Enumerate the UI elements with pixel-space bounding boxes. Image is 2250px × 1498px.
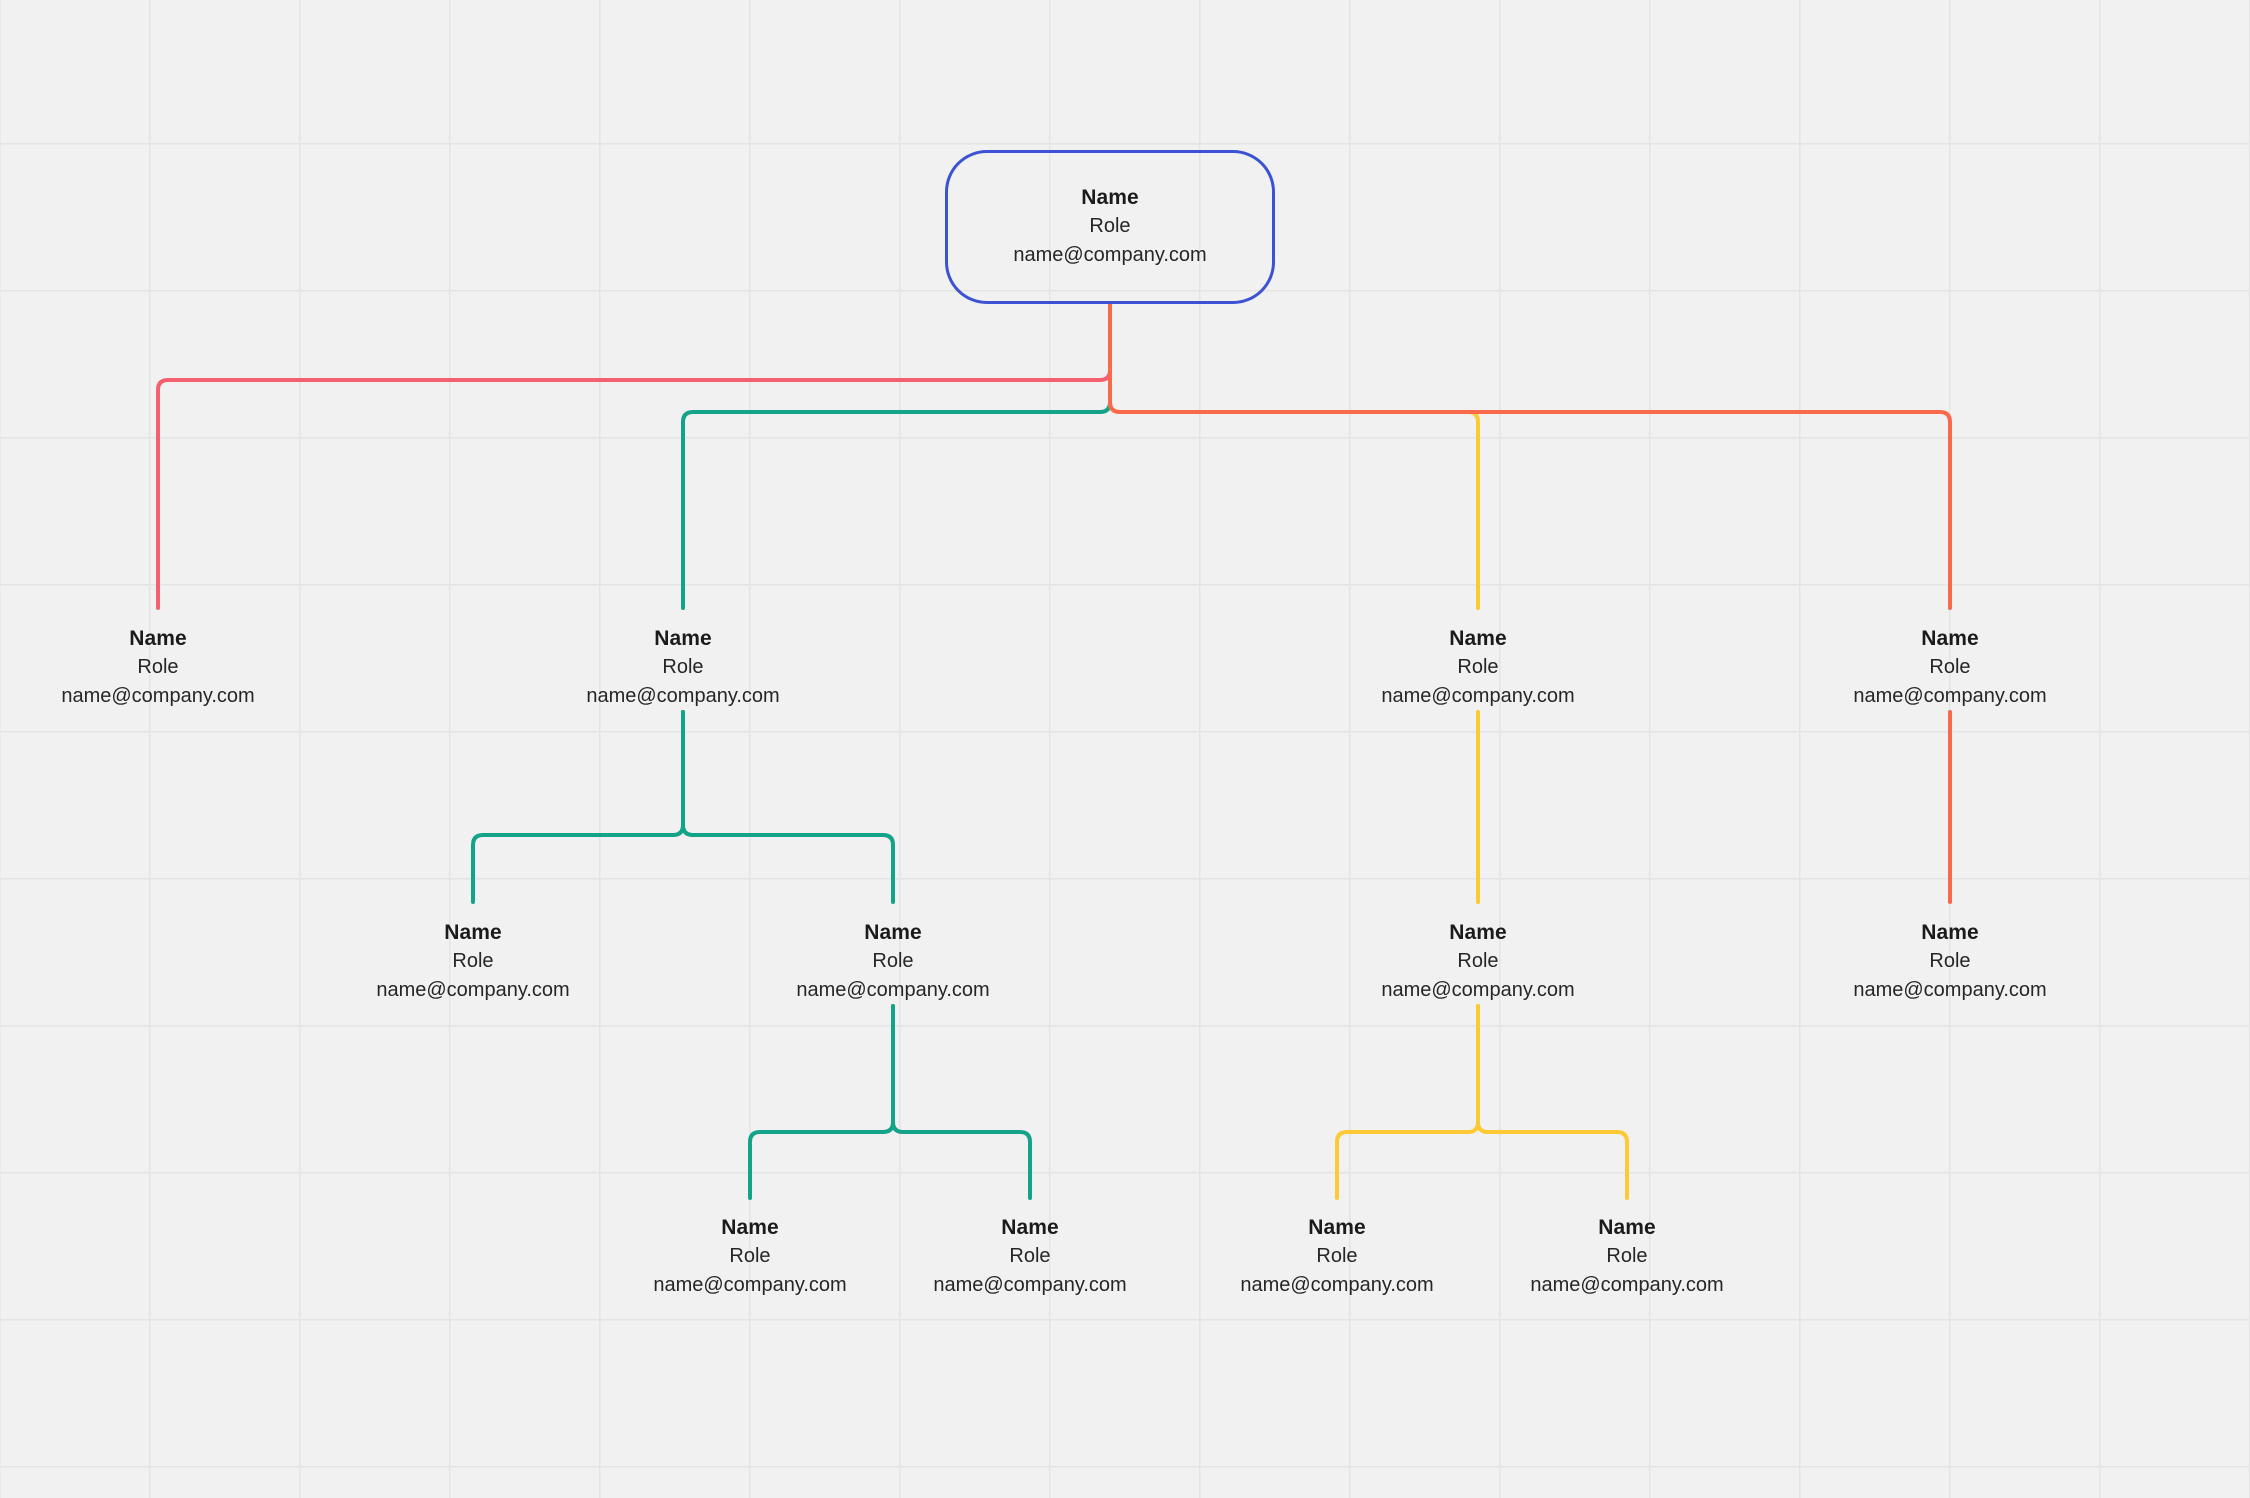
org-node[interactable]: Name Role name@company.com (1381, 628, 1574, 706)
node-name: Name (1598, 1216, 1656, 1239)
org-node[interactable]: Name Role name@company.com (796, 922, 989, 1000)
node-name: Name (654, 627, 712, 650)
node-email: name@company.com (1853, 979, 2047, 1001)
org-node-root[interactable]: Name Role name@company.com (945, 150, 1275, 304)
connector-e-n7-n11 (1335, 1004, 1480, 1200)
node-role: Role (872, 950, 914, 972)
node-role: Role (452, 950, 494, 972)
org-node[interactable]: Name Role name@company.com (653, 1217, 846, 1295)
org-node[interactable]: Name Role name@company.com (1381, 922, 1574, 1000)
connector-e-n2-n6 (681, 710, 895, 904)
node-name: Name (1308, 1216, 1366, 1239)
connector-e-root-teal (681, 303, 1112, 610)
node-name: Name (129, 627, 187, 650)
node-name: Name (1449, 921, 1507, 944)
connector-e-root-orange (1108, 303, 1952, 610)
node-role: Role (1929, 656, 1971, 678)
node-email: name@company.com (376, 979, 570, 1001)
node-email: name@company.com (1240, 1274, 1434, 1296)
node-name: Name (1081, 186, 1139, 209)
node-name: Name (1001, 1216, 1059, 1239)
node-email: name@company.com (61, 685, 255, 707)
node-name: Name (444, 921, 502, 944)
org-node[interactable]: Name Role name@company.com (61, 628, 254, 706)
org-node[interactable]: Name Role name@company.com (1530, 1217, 1723, 1295)
node-role: Role (1089, 215, 1131, 237)
node-role: Role (1316, 1245, 1358, 1267)
node-email: name@company.com (1013, 244, 1207, 266)
node-name: Name (721, 1216, 779, 1239)
org-node[interactable]: Name Role name@company.com (586, 628, 779, 706)
org-node[interactable]: Name Role name@company.com (933, 1217, 1126, 1295)
node-email: name@company.com (933, 1274, 1127, 1296)
connector-e-n2-n5 (471, 710, 685, 904)
connector-e-n6-n9 (748, 1004, 895, 1200)
node-email: name@company.com (586, 685, 780, 707)
node-role: Role (1457, 950, 1499, 972)
connector-e-root-yellow (1108, 303, 1480, 610)
node-name: Name (1449, 627, 1507, 650)
connector-e-root-pink (156, 303, 1112, 610)
node-email: name@company.com (1853, 685, 2047, 707)
node-name: Name (1921, 627, 1979, 650)
node-email: name@company.com (1530, 1274, 1724, 1296)
org-node[interactable]: Name Role name@company.com (1240, 1217, 1433, 1295)
connector-e-n7-n12 (1476, 1004, 1629, 1200)
org-node[interactable]: Name Role name@company.com (1853, 628, 2046, 706)
node-email: name@company.com (653, 1274, 847, 1296)
org-node[interactable]: Name Role name@company.com (376, 922, 569, 1000)
node-name: Name (1921, 921, 1979, 944)
connector-e-n6-n10 (891, 1004, 1032, 1200)
node-role: Role (1929, 950, 1971, 972)
node-role: Role (729, 1245, 771, 1267)
node-role: Role (1009, 1245, 1051, 1267)
node-email: name@company.com (1381, 685, 1575, 707)
node-email: name@company.com (796, 979, 990, 1001)
node-role: Role (662, 656, 704, 678)
node-name: Name (864, 921, 922, 944)
node-role: Role (1457, 656, 1499, 678)
node-role: Role (137, 656, 179, 678)
node-role: Role (1606, 1245, 1648, 1267)
node-email: name@company.com (1381, 979, 1575, 1001)
org-node[interactable]: Name Role name@company.com (1853, 922, 2046, 1000)
